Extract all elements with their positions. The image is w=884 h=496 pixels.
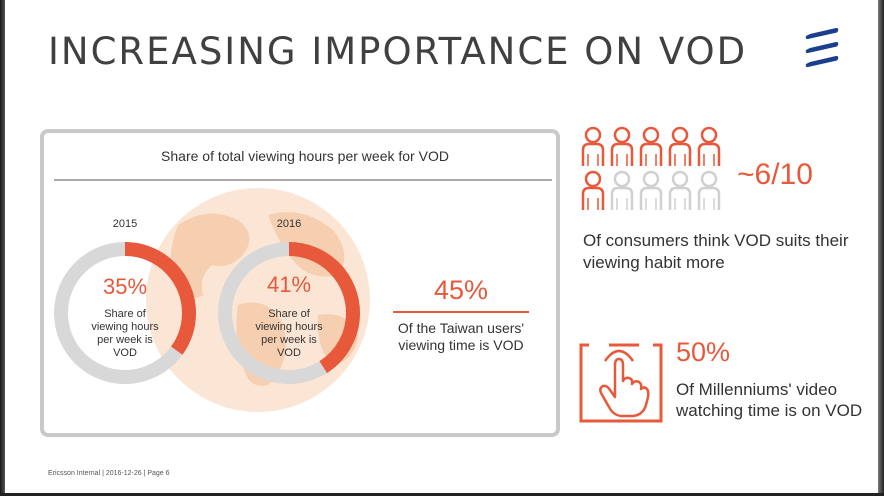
taiwan-stat-rule — [393, 311, 529, 313]
slide-title: INCREASING IMPORTANCE ON VOD — [48, 30, 748, 73]
slide-footer: Ericsson Internal | 2016-12-26 | Page 6 — [48, 470, 170, 477]
donut-label-2016: Share of viewing hours per week is VOD — [255, 308, 323, 359]
window-edge-right — [878, 0, 884, 496]
donut-year-2016: 2016 — [276, 218, 302, 230]
millennials-stat-value: 50% — [676, 337, 731, 367]
window-edge-left — [0, 0, 5, 496]
person-icon — [697, 126, 721, 166]
person-icon — [668, 170, 692, 210]
person-icon — [581, 126, 605, 166]
person-icon — [639, 126, 663, 166]
millennials-stat-label: Of Millenniums' video watching time is o… — [676, 380, 863, 420]
consumer-stat-value: ~6/10 — [737, 158, 813, 191]
person-icon — [581, 170, 605, 210]
person-icon — [639, 170, 663, 210]
taiwan-stat-label: Of the Taiwan users' viewing time is VOD — [397, 320, 525, 353]
donut-label-2015: Share of viewing hours per week is VOD — [91, 308, 159, 359]
person-icon — [697, 170, 721, 210]
donut-percent-2016: 41% — [266, 272, 312, 297]
chart-divider — [54, 179, 552, 181]
globe-icon — [146, 188, 370, 412]
ericsson-logo-icon — [805, 27, 839, 68]
person-icon — [668, 126, 692, 166]
consumer-stat-label: Of consumers think VOD suits their viewi… — [583, 231, 849, 272]
hand-tap-icon — [579, 343, 663, 423]
person-icon — [610, 170, 634, 210]
taiwan-stat-value: 45% — [433, 275, 489, 305]
chart-title: Share of total viewing hours per week fo… — [161, 148, 449, 164]
person-icon — [610, 126, 634, 166]
donut-year-2015: 2015 — [112, 218, 138, 230]
window-edge-bottom — [0, 493, 884, 496]
donut-percent-2015: 35% — [102, 274, 148, 299]
